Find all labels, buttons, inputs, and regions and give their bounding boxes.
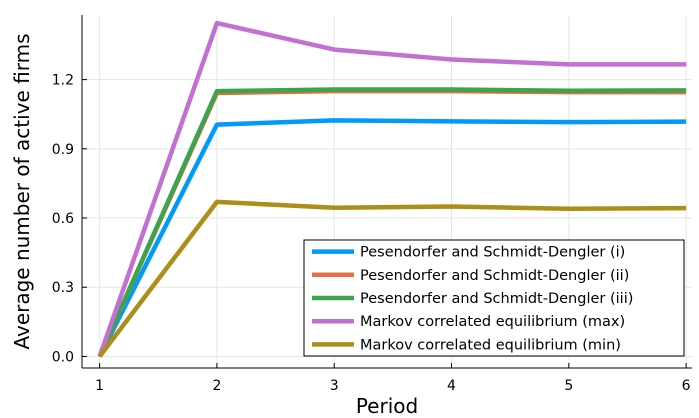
- x-tick-label: 1: [95, 378, 104, 394]
- y-tick-label: 0.0: [52, 349, 74, 365]
- legend-label: Pesendorfer and Schmidt-Dengler (i): [360, 245, 625, 261]
- y-tick-label: 1.2: [52, 73, 74, 89]
- x-tick-label: 6: [682, 378, 691, 394]
- x-tick-label: 5: [564, 378, 573, 394]
- legend-label: Markov correlated equilibrium (min): [360, 337, 621, 353]
- tick-labels: 1 2 3 4 5 6 0.0 0.3 0.6 0.9 1.2: [52, 73, 691, 394]
- x-tick-label: 2: [212, 378, 221, 394]
- y-axis-title: Average number of active firms: [10, 33, 34, 349]
- y-tick-label: 0.6: [52, 211, 74, 227]
- x-axis-title: Period: [356, 394, 418, 418]
- x-tick-label: 3: [330, 378, 339, 394]
- legend-label: Pesendorfer and Schmidt-Dengler (ii): [360, 268, 629, 284]
- legend-label: Pesendorfer and Schmidt-Dengler (iii): [360, 291, 633, 307]
- series-line: [97, 87, 687, 358]
- series-lines: [97, 20, 687, 358]
- grid-lines: [82, 15, 692, 368]
- y-tick-label: 0.3: [52, 280, 74, 296]
- axes: [81, 15, 692, 369]
- legend: Pesendorfer and Schmidt-Dengler (i) Pesen…: [303, 239, 685, 357]
- legend-box: [303, 239, 685, 357]
- x-tick-label: 4: [447, 378, 456, 394]
- legend-label: Markov correlated equilibrium (max): [360, 314, 625, 330]
- series-line: [97, 118, 687, 358]
- series-line: [97, 199, 687, 358]
- y-tick-label: 0.9: [52, 142, 74, 158]
- series-line: [97, 20, 687, 358]
